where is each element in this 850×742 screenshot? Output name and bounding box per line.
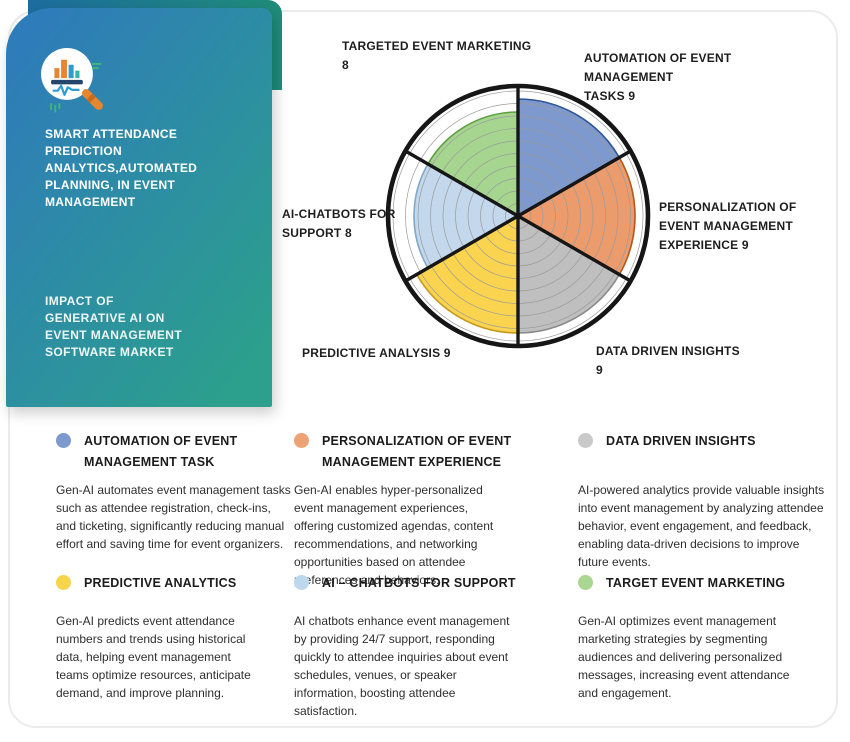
chart-label-ai-chatbots-for-support: AI-CHATBOTS FOR SUPPORT 8: [282, 207, 396, 240]
legend-title: AI – CHATBOTS FOR SUPPORT: [322, 576, 516, 590]
legend-dot-blue: [56, 433, 71, 448]
brand-card: SMART ATTENDANCE PREDICTION ANALYTICS,AU…: [6, 8, 272, 407]
legend-title: DATA DRIVEN INSIGHTS: [606, 434, 756, 448]
sector-divider: [404, 214, 519, 283]
legend-description: AI chatbots enhance event management by …: [294, 614, 510, 718]
legend-description: Gen-AI enables hyper-personalized event …: [294, 483, 494, 587]
chart-sector-2: [516, 156, 636, 276]
legend-header: DATA DRIVEN INSIGHTS: [578, 431, 838, 479]
card-heading: SMART ATTENDANCE PREDICTION ANALYTICS,AU…: [45, 127, 198, 209]
legend-header: PREDICTIVE ANALYTICS: [56, 573, 308, 610]
legend-item-data-driven-insights: DATA DRIVEN INSIGHTS AI-powered analytic…: [578, 431, 838, 571]
legend-item-predictive-analytics: PREDICTIVE ANALYTICS Gen-AI predicts eve…: [56, 573, 308, 702]
sector-divider: [404, 149, 519, 218]
legend-header: AI – CHATBOTS FOR SUPPORT: [294, 573, 540, 610]
legend-header: AUTOMATION OF EVENT MANAGEMENT TASK: [56, 431, 310, 479]
legend-description: Gen-AI predicts event attendance numbers…: [56, 614, 251, 700]
sector-divider: [517, 214, 632, 283]
chart-label-targeted-event-marketing: TARGETED EVENT MARKETING 8: [342, 39, 532, 72]
chart-label-automation-of-event-management-tasks: AUTOMATION OF EVENT MANAGEMENT TASKS 9: [584, 51, 732, 103]
chart-sector-3: [517, 214, 621, 334]
chart-label-personalization-of-event-management-experience: PERSONALIZATION OF EVENT MANAGEMENT EXPE…: [659, 200, 797, 252]
legend-header: PERSONALIZATION OF EVENT MANAGEMENT EXPE…: [294, 431, 532, 479]
legend-dot-orange: [294, 433, 309, 448]
legend-title: TARGET EVENT MARKETING: [606, 576, 786, 590]
chart-sector-6: [426, 111, 519, 218]
legend-title: PREDICTIVE ANALYTICS: [84, 576, 237, 590]
legend-title: AUTOMATION OF EVENT MANAGEMENT TASK: [84, 434, 238, 469]
outer-ring: [385, 83, 651, 349]
legend-title: PERSONALIZATION OF EVENT MANAGEMENT EXPE…: [322, 434, 512, 469]
chart-sector-5: [413, 162, 520, 270]
legend-item-target-event-marketing: TARGET EVENT MARKETING Gen-AI optimizes …: [578, 573, 830, 702]
card-subheading: IMPACT OF GENERATIVE AI ON EVENT MANAGEM…: [45, 294, 183, 359]
legend-description: Gen-AI automates event management tasks …: [56, 483, 291, 551]
legend-dot-gray: [578, 433, 593, 448]
chart-sector-4: [415, 214, 519, 334]
legend-header: TARGET EVENT MARKETING: [578, 573, 830, 610]
legend-dot-green: [578, 575, 593, 590]
analytics-search-icon: [41, 48, 103, 113]
legend-dot-lightblue: [294, 575, 309, 590]
legend-item-ai-chatbots: AI – CHATBOTS FOR SUPPORT AI chatbots en…: [294, 573, 540, 720]
chart-sector-1: [517, 98, 621, 218]
legend-description: Gen-AI optimizes event management market…: [578, 614, 790, 700]
legend-description: AI-powered analytics provide valuable in…: [578, 483, 825, 569]
polar-area-chart: [385, 83, 651, 349]
sector-divider: [517, 149, 632, 218]
legend-item-automation: AUTOMATION OF EVENT MANAGEMENT TASK Gen-…: [56, 431, 310, 553]
legend-dot-yellow: [56, 575, 71, 590]
legend-item-personalization: PERSONALIZATION OF EVENT MANAGEMENT EXPE…: [294, 431, 532, 589]
chart-label-data-driven-insights: DATA DRIVEN INSIGHTS 9: [596, 344, 740, 377]
chart-label-predictive-analysis: PREDICTIVE ANALYSIS 9: [302, 346, 451, 360]
